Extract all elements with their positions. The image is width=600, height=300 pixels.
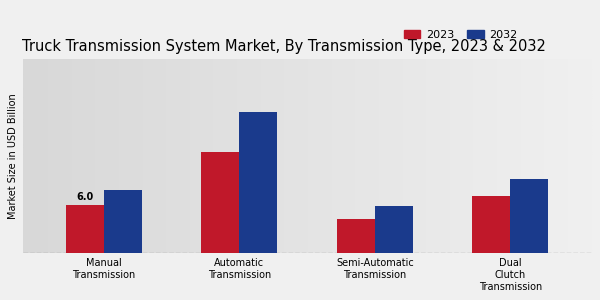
Bar (511, 179, 548, 253)
Bar (375, 206, 413, 253)
Bar (66, 205, 104, 253)
Bar (202, 152, 239, 253)
Bar (239, 112, 277, 253)
Text: Truck Transmission System Market, By Transmission Type, 2023 & 2032: Truck Transmission System Market, By Tra… (23, 39, 547, 54)
Bar (337, 219, 375, 253)
Bar (472, 196, 511, 253)
Text: 6.0: 6.0 (77, 192, 94, 203)
Legend: 2023, 2032: 2023, 2032 (404, 30, 518, 40)
Y-axis label: Market Size in USD Billion: Market Size in USD Billion (8, 93, 19, 219)
Bar (104, 190, 142, 253)
